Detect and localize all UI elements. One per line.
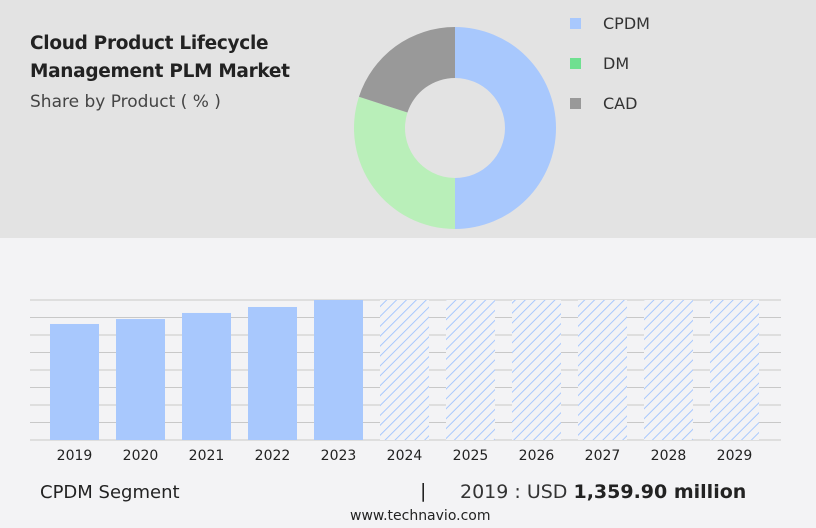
chart-title-line1: Cloud Product Lifecycle <box>30 33 269 54</box>
legend-swatch <box>570 18 581 29</box>
value-readout: 2019 : USD 1,359.90 million <box>460 481 746 503</box>
x-tick-label: 2019 <box>57 448 93 464</box>
legend-label: CAD <box>603 94 638 113</box>
x-tick-label: 2028 <box>651 448 687 464</box>
x-tick-label: 2020 <box>123 448 159 464</box>
bar-2027 <box>578 300 627 440</box>
x-tick-label: 2022 <box>255 448 291 464</box>
bar-2020 <box>116 319 165 440</box>
bar-2028 <box>644 300 693 440</box>
donut-slice-dm <box>354 96 455 230</box>
bar-2023 <box>314 300 363 440</box>
legend-item-dm: DM <box>570 54 629 73</box>
donut-chart <box>354 27 556 230</box>
bar-2021 <box>182 312 231 440</box>
legend-label: CPDM <box>603 14 650 33</box>
donut-slice-cpdm <box>455 27 556 229</box>
site-url: www.technavio.com <box>350 508 491 524</box>
value-amount: 1,359.90 million <box>573 481 747 503</box>
chart-title-line2: Management PLM Market <box>30 61 290 82</box>
legend-item-cad: CAD <box>570 94 637 113</box>
legend-swatch <box>570 58 581 69</box>
x-tick-label: 2021 <box>189 448 225 464</box>
legend-label: DM <box>603 54 630 73</box>
x-tick-label: 2027 <box>585 448 621 464</box>
donut-slice-cad <box>358 27 455 113</box>
year-label: 2019 : USD <box>460 481 568 503</box>
x-tick-label: 2023 <box>321 448 357 464</box>
bar-2025 <box>446 300 495 440</box>
bar-2029 <box>710 300 759 440</box>
x-tick-label: 2024 <box>387 448 423 464</box>
bar-2026 <box>512 300 561 440</box>
bar-2022 <box>248 306 297 440</box>
chart-subtitle: Share by Product ( % ) <box>30 92 221 112</box>
x-tick-label: 2025 <box>453 448 489 464</box>
x-tick-label: 2026 <box>519 448 555 464</box>
legend-swatch <box>570 98 581 109</box>
legend-item-cpdm: CPDM <box>570 14 650 33</box>
bar-2019 <box>50 323 99 440</box>
separator: | <box>420 480 427 502</box>
x-tick-label: 2029 <box>717 448 753 464</box>
segment-label: CPDM Segment <box>40 482 180 503</box>
bar-chart: 2019 2020 2021 2022 2023 2024 2025 2026 2027 2028… <box>30 299 781 464</box>
bar-2024 <box>380 300 429 440</box>
